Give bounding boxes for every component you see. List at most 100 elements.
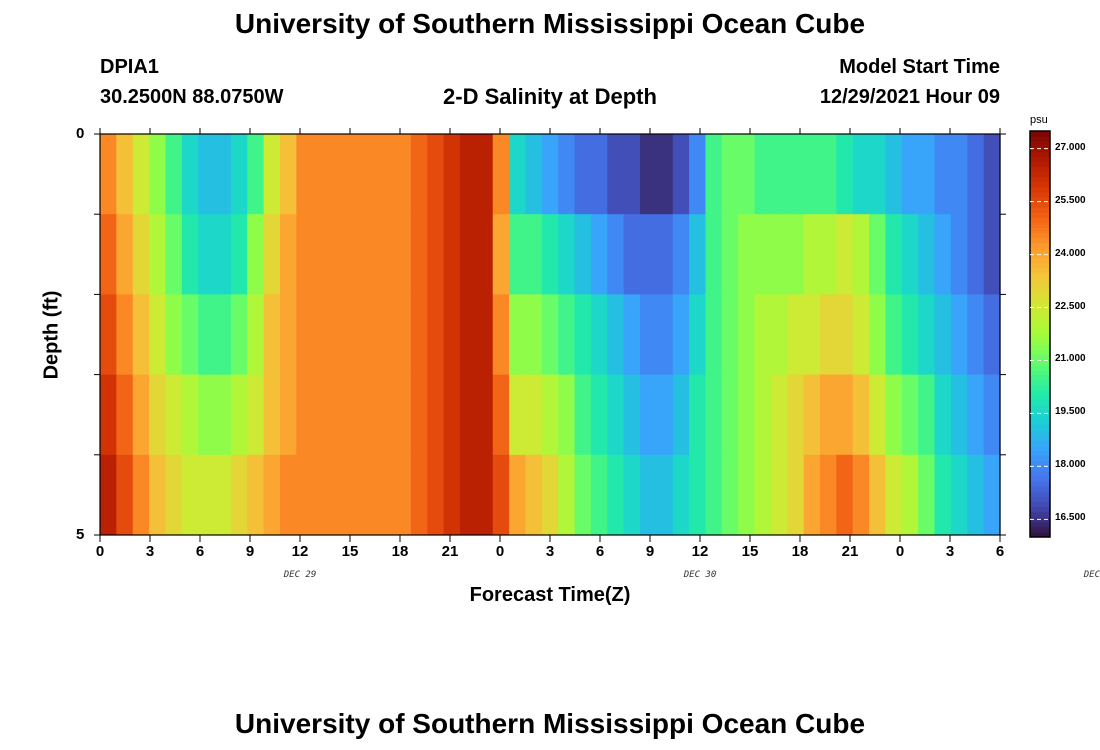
heatmap-cell: [820, 374, 837, 456]
heatmap-cell: [820, 214, 837, 295]
x-tick-label: 12: [691, 543, 709, 560]
heatmap-cell: [132, 454, 150, 536]
heatmap-cell: [525, 294, 543, 375]
heatmap-cell: [950, 214, 968, 295]
heatmap-cell: [181, 214, 199, 295]
heatmap-cell: [689, 454, 707, 536]
x-tick-label: 15: [741, 543, 759, 560]
heatmap-cell: [247, 294, 265, 375]
x-tick-label: 6: [195, 543, 205, 560]
colorbar-segment: [1030, 460, 1050, 467]
colorbar-segment: [1030, 374, 1050, 381]
colorbar-segment: [1030, 349, 1050, 355]
heatmap-cell: [803, 134, 821, 215]
heatmap-cell: [345, 454, 363, 536]
heatmap-cell: [361, 214, 379, 295]
heatmap-cell: [689, 374, 707, 456]
heatmap-cell: [787, 294, 805, 375]
heatmap-cell: [296, 214, 314, 295]
colorbar-segment: [1030, 369, 1050, 376]
heatmap-cell: [558, 134, 576, 215]
heatmap-cell: [525, 134, 543, 215]
colorbar-segment: [1030, 476, 1050, 482]
heatmap-cell: [296, 374, 314, 456]
heatmap-cell: [754, 294, 772, 375]
heatmap-cell: [901, 374, 919, 456]
heatmap-cell: [132, 374, 150, 456]
colorbar-tick-label: 22.500: [1055, 300, 1086, 312]
heatmap-cell: [116, 134, 134, 215]
heatmap-cell: [132, 294, 150, 375]
heatmap-cell: [492, 374, 510, 456]
heatmap-cell: [590, 214, 608, 295]
colorbar-segment: [1030, 430, 1050, 436]
heatmap-cell: [230, 134, 248, 215]
heatmap-cell: [509, 454, 527, 536]
heatmap-cell: [492, 134, 510, 215]
colorbar-segment: [1030, 176, 1050, 183]
heatmap-cell: [705, 134, 723, 215]
heatmap-cell: [116, 294, 134, 375]
colorbar-segment: [1030, 298, 1050, 305]
colorbar-segment: [1030, 445, 1050, 452]
heatmap-cell: [165, 374, 183, 456]
heatmap-cell: [247, 214, 265, 295]
heatmap-cell: [132, 134, 150, 215]
heatmap-cell: [607, 454, 625, 536]
heatmap-cell: [558, 294, 576, 375]
heatmap-cell: [738, 294, 756, 375]
heatmap-cell: [967, 374, 985, 456]
colorbar-segment: [1030, 501, 1050, 508]
heatmap-cell: [836, 294, 854, 375]
heatmap-cell: [132, 214, 150, 295]
heatmap-cell: [852, 454, 870, 536]
heatmap-cell: [705, 214, 723, 295]
heatmap-cell: [803, 214, 821, 295]
heatmap-cell: [378, 374, 396, 456]
heatmap-cell: [934, 214, 952, 295]
heatmap-cell: [967, 454, 985, 536]
colorbar-segment: [1030, 196, 1050, 203]
heatmap-cell: [116, 214, 134, 295]
heatmap-cell: [181, 134, 199, 215]
heatmap-cell: [116, 374, 134, 456]
heatmap-cell: [558, 374, 576, 456]
heatmap-cell: [100, 374, 117, 456]
colorbar-segment: [1030, 242, 1050, 249]
heatmap-cell: [983, 374, 1001, 456]
heatmap-cell: [312, 134, 330, 215]
colorbar-segment: [1030, 262, 1050, 269]
heatmap-cell: [640, 294, 657, 375]
heatmap-cell: [918, 134, 936, 215]
heatmap-cell: [361, 454, 379, 536]
colorbar-segment: [1030, 288, 1050, 294]
colorbar-tick-label: 19.500: [1055, 406, 1086, 418]
heatmap-cell: [558, 454, 576, 536]
heatmap-cell: [230, 214, 248, 295]
heatmap-cell: [427, 454, 445, 536]
colorbar-segment: [1030, 278, 1050, 284]
heatmap-cell: [460, 294, 477, 375]
colorbar-segment: [1030, 227, 1050, 233]
heatmap-cell: [852, 214, 870, 295]
heatmap-cell: [181, 454, 199, 536]
x-tick-label: 0: [895, 543, 905, 560]
heatmap-cell: [623, 134, 641, 215]
heatmap-cell: [427, 374, 445, 456]
colorbar-segment: [1030, 328, 1050, 335]
heatmap-cell: [869, 294, 887, 375]
heatmap-cell: [885, 454, 903, 536]
heatmap-cell: [345, 374, 363, 456]
heatmap-cell: [640, 374, 657, 456]
y-tick-label: 0: [76, 125, 85, 142]
x-tick-label: 0: [495, 543, 505, 560]
heatmap-cell: [329, 294, 347, 375]
heatmap-cell: [460, 454, 477, 536]
heatmap-cell: [509, 294, 527, 375]
x-day-label: DEC 30: [683, 570, 717, 580]
x-tick-label: 3: [945, 543, 955, 560]
colorbar-segment: [1030, 181, 1050, 188]
heatmap-cell: [263, 374, 281, 456]
heatmap-cell: [460, 374, 477, 456]
heatmap-cell: [738, 214, 756, 295]
